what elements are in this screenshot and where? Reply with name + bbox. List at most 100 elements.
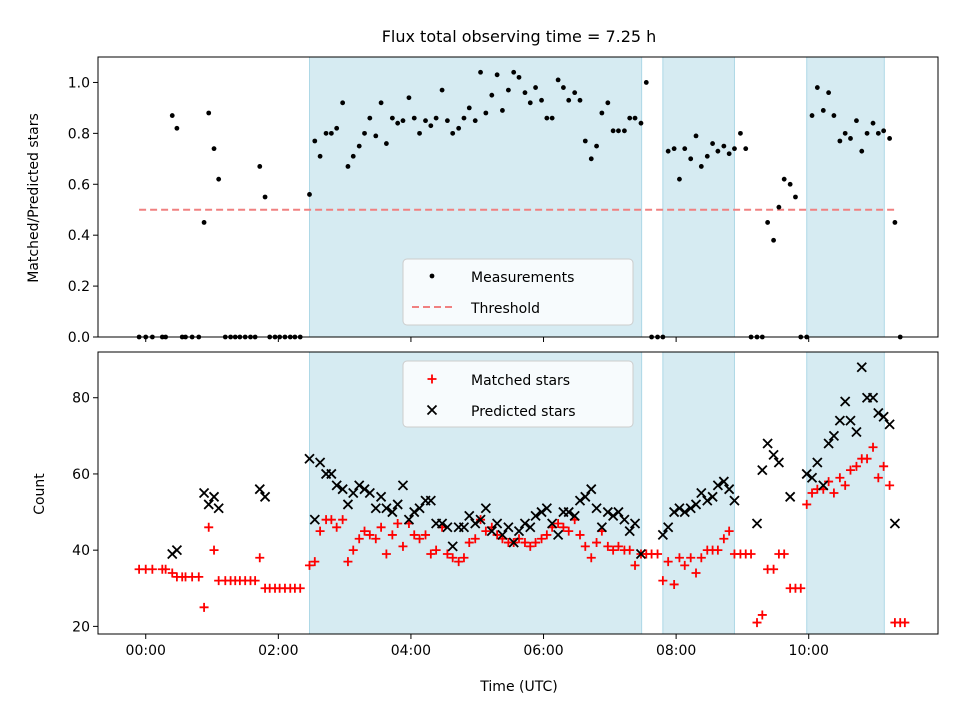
predicted-star-point <box>547 518 558 529</box>
measurement-point <box>500 108 505 113</box>
measurement-point <box>307 192 312 197</box>
measurement-point <box>771 237 776 243</box>
predicted-star-point <box>884 419 895 430</box>
matched-star-point <box>454 557 464 567</box>
predicted-star-point <box>397 480 409 491</box>
bottom-y-axis-label: Count <box>32 473 48 515</box>
predicted-star-point <box>867 392 879 403</box>
matched-star-point <box>147 564 157 574</box>
measurement-point <box>406 95 412 101</box>
measurement-point <box>738 130 743 136</box>
measurement-point <box>582 138 588 144</box>
predicted-star-point <box>845 415 856 426</box>
predicted-star-point <box>203 499 214 510</box>
predicted-star-point <box>337 484 348 495</box>
matched-star-point <box>586 553 596 563</box>
matched-star-point <box>553 518 563 528</box>
matched-star-point <box>360 526 370 536</box>
measurement-point <box>461 115 467 121</box>
matched-star-point <box>431 545 441 555</box>
legend-measurement-marker <box>429 273 435 279</box>
matched-star-point <box>332 522 342 532</box>
matched-star-point <box>304 560 314 570</box>
measurement-point <box>334 125 340 131</box>
predicted-star-point <box>768 449 779 461</box>
matched-star-point <box>409 530 419 540</box>
measurement-point <box>206 110 212 116</box>
measurement-point <box>599 110 605 116</box>
measurement-point <box>456 125 462 131</box>
top-y-tick-label: 1.0 <box>68 75 90 91</box>
bottom-legend: Matched stars Predicted stars <box>402 360 634 428</box>
predicted-star-point <box>851 426 862 438</box>
measurement-point <box>478 69 483 75</box>
predicted-star-point <box>213 503 224 514</box>
measurement-point <box>362 130 367 136</box>
predicted-star-point <box>674 503 685 514</box>
predicted-star-point <box>608 510 619 522</box>
measurement-point <box>522 90 528 96</box>
measurement-point <box>814 85 820 90</box>
measurement-point <box>693 133 699 139</box>
predicted-star-point <box>801 468 812 480</box>
predicted-star-point <box>696 487 707 499</box>
matched-star-point <box>625 545 635 555</box>
predicted-star-point <box>889 518 901 529</box>
measurement-point <box>616 128 621 134</box>
measurement-point <box>389 115 395 121</box>
matched-star-point <box>470 534 480 544</box>
bottom-legend-box <box>402 360 634 428</box>
predicted-star-point <box>525 522 536 533</box>
predicted-star-point <box>326 468 337 480</box>
matched-star-point <box>829 488 839 498</box>
predicted-star-point <box>663 522 674 533</box>
predicted-star-point <box>331 480 342 491</box>
matched-star-point <box>575 530 585 540</box>
matched-star-point <box>868 442 878 452</box>
matched-star-point <box>255 553 265 563</box>
predicted-star-point <box>536 506 547 518</box>
predicted-star-point <box>751 518 763 529</box>
predicted-star-point <box>668 506 680 518</box>
predicted-star-point <box>718 476 729 487</box>
matched-star-point <box>426 549 436 559</box>
matched-star-point <box>669 579 679 589</box>
measurement-point <box>466 105 472 111</box>
measurement-point <box>875 130 881 136</box>
legend-threshold-label: Threshold <box>470 301 540 317</box>
matched-star-point <box>209 545 219 555</box>
predicted-star-point <box>254 484 265 495</box>
measurement-point <box>588 156 594 162</box>
predicted-star-point <box>348 487 359 499</box>
measurement-point <box>444 118 450 124</box>
matched-star-point <box>564 526 574 536</box>
measurement-point <box>216 176 222 182</box>
measurement-point <box>892 220 898 225</box>
measurement-point <box>793 194 798 200</box>
matched-star-point <box>295 583 305 593</box>
measurement-point <box>787 181 793 187</box>
predicted-star-point <box>657 529 668 541</box>
x-tick-label: 10:00 <box>789 643 829 659</box>
predicted-star-point <box>503 522 514 533</box>
measurement-point <box>373 133 379 139</box>
matched-star-point <box>250 576 260 586</box>
predicted-star-point <box>818 480 829 491</box>
matched-star-point <box>531 538 541 548</box>
bottom-y-tick-label: 20 <box>72 619 90 635</box>
predicted-star-point <box>812 457 823 468</box>
legend-matched-marker <box>427 374 437 384</box>
predicted-star-point <box>873 407 884 419</box>
predicted-star-point <box>491 518 503 529</box>
predicted-star-point <box>834 415 846 426</box>
predicted-star-point <box>480 503 491 514</box>
matched-star-point <box>796 583 806 593</box>
matched-star-point <box>348 545 358 555</box>
top-axes-frame <box>97 56 939 338</box>
predicted-star-point <box>381 503 392 514</box>
measurement-point <box>837 138 843 144</box>
measurement-point <box>317 153 323 159</box>
predicted-star-point <box>403 514 415 525</box>
matched-star-point <box>199 602 209 612</box>
